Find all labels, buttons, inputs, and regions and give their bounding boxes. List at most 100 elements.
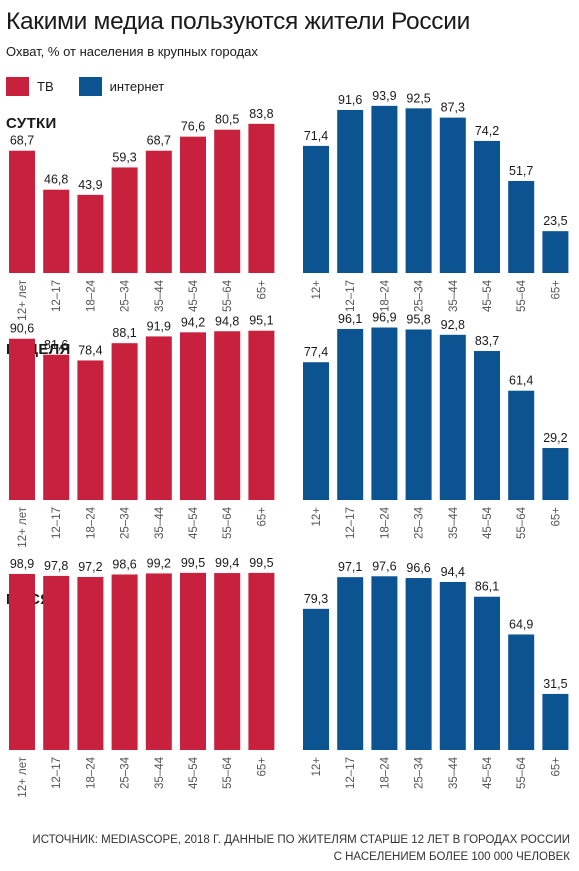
source-line-1: ИСТОЧНИК: MEDIASCOPE, 2018 Г. ДАННЫЕ ПО … — [32, 834, 570, 846]
category-label: 55–64 — [516, 756, 528, 789]
bar — [43, 354, 70, 500]
category-label: 35–44 — [448, 279, 460, 312]
category-label: 25–34 — [414, 279, 426, 312]
data-label: 97,8 — [44, 559, 68, 573]
category-label: 65+ — [550, 280, 562, 300]
data-label: 97,1 — [338, 560, 362, 574]
source-line-2: С НАСЕЛЕНИЕМ БОЛЕЕ 100 000 ЧЕЛОВЕК — [333, 851, 570, 863]
data-label: 61,4 — [509, 374, 533, 388]
data-label: 99,5 — [181, 556, 205, 570]
category-label: 55–64 — [516, 279, 528, 312]
bar — [405, 329, 432, 500]
bar — [248, 330, 275, 500]
bar — [508, 634, 535, 750]
legend-item-internet: интернет — [78, 76, 164, 96]
bar — [474, 140, 500, 273]
data-label: 92,8 — [441, 318, 465, 332]
data-label: 51,7 — [509, 164, 533, 178]
category-label: 25–34 — [414, 756, 426, 789]
legend-swatch-tv — [6, 76, 29, 96]
category-label: 12–17 — [345, 757, 357, 789]
bar — [542, 448, 569, 500]
data-label: 99,4 — [215, 556, 239, 570]
bar-group: 71,4 12+ 91,6 12–17 93,9 18–24 92,5 25–34 87,3 35… — [303, 89, 569, 312]
category-label: 12+ лет — [17, 756, 29, 797]
data-label: 87,3 — [441, 101, 465, 115]
data-label: 80,5 — [215, 113, 239, 127]
data-label: 94,2 — [181, 315, 205, 329]
category-label: 12–17 — [345, 280, 357, 312]
bar — [111, 167, 138, 273]
bar — [508, 180, 535, 273]
bar — [9, 338, 35, 500]
category-label: 55–64 — [516, 506, 528, 539]
category-label: 45–54 — [188, 756, 200, 789]
bar-group: 68,7 12+ лет 46,8 12–17 43,9 18–24 59,3 25–34 68… — [9, 107, 275, 321]
category-label: 18–24 — [85, 279, 97, 312]
bar — [180, 332, 206, 500]
bar — [180, 572, 206, 750]
data-label: 46,8 — [44, 173, 68, 187]
bar — [542, 693, 569, 750]
data-label: 78,4 — [78, 343, 102, 357]
category-label: 25–34 — [120, 756, 132, 789]
bar — [371, 105, 398, 273]
data-label: 79,3 — [304, 592, 328, 606]
bar — [77, 194, 104, 273]
legend-swatch-internet — [78, 76, 102, 96]
data-label: 94,8 — [215, 314, 239, 328]
bar — [248, 123, 275, 273]
data-label: 97,2 — [78, 560, 102, 574]
data-label: 68,7 — [147, 134, 171, 148]
data-label: 76,6 — [181, 120, 205, 134]
data-label: 71,4 — [304, 129, 328, 143]
category-label: 65+ — [550, 757, 562, 777]
bar — [508, 390, 535, 500]
category-label: 65+ — [256, 507, 268, 527]
bar — [214, 331, 241, 500]
data-label: 93,9 — [372, 89, 396, 103]
category-label: 45–54 — [188, 279, 200, 312]
bar — [474, 596, 500, 750]
category-label: 45–54 — [482, 506, 494, 539]
panel-title: СУТКИ — [6, 115, 57, 132]
bar — [77, 360, 104, 500]
bar — [303, 362, 329, 500]
data-label: 92,5 — [406, 91, 430, 105]
data-label: 68,7 — [10, 134, 34, 148]
category-label: 12+ — [311, 280, 323, 300]
legend-label-tv: ТВ — [37, 78, 54, 94]
category-label: 25–34 — [414, 506, 426, 539]
category-label: 18–24 — [379, 279, 391, 312]
category-label: 12+ — [311, 507, 323, 527]
data-label: 29,2 — [543, 431, 567, 445]
bar — [405, 108, 432, 273]
data-label: 91,9 — [147, 319, 171, 333]
data-label: 99,5 — [249, 556, 273, 570]
data-label: 88,1 — [112, 326, 136, 340]
bar — [214, 129, 241, 273]
category-label: 18–24 — [379, 506, 391, 539]
data-label: 77,4 — [304, 345, 328, 359]
data-label: 59,3 — [112, 150, 136, 164]
category-label: 45–54 — [188, 506, 200, 539]
category-label: 65+ — [550, 507, 562, 527]
legend: ТВ интернет — [6, 76, 189, 96]
bar — [405, 578, 432, 750]
bar-group: 98,9 12+ лет 97,8 12–17 97,2 18–24 98,6 25–34 99… — [9, 556, 275, 798]
data-label: 97,6 — [372, 559, 396, 573]
category-label: 35–44 — [448, 756, 460, 789]
bar — [145, 573, 172, 750]
category-label: 25–34 — [120, 506, 132, 539]
bar — [474, 351, 500, 500]
bar — [145, 150, 172, 273]
category-label: 12+ лет — [17, 506, 29, 547]
data-label: 83,7 — [475, 334, 499, 348]
data-label: 64,9 — [509, 617, 533, 631]
bar — [77, 576, 104, 750]
bar — [43, 575, 70, 750]
data-label: 83,8 — [249, 107, 273, 121]
category-label: 12–17 — [345, 507, 357, 539]
bar — [43, 189, 70, 273]
category-label: 65+ — [256, 280, 268, 300]
